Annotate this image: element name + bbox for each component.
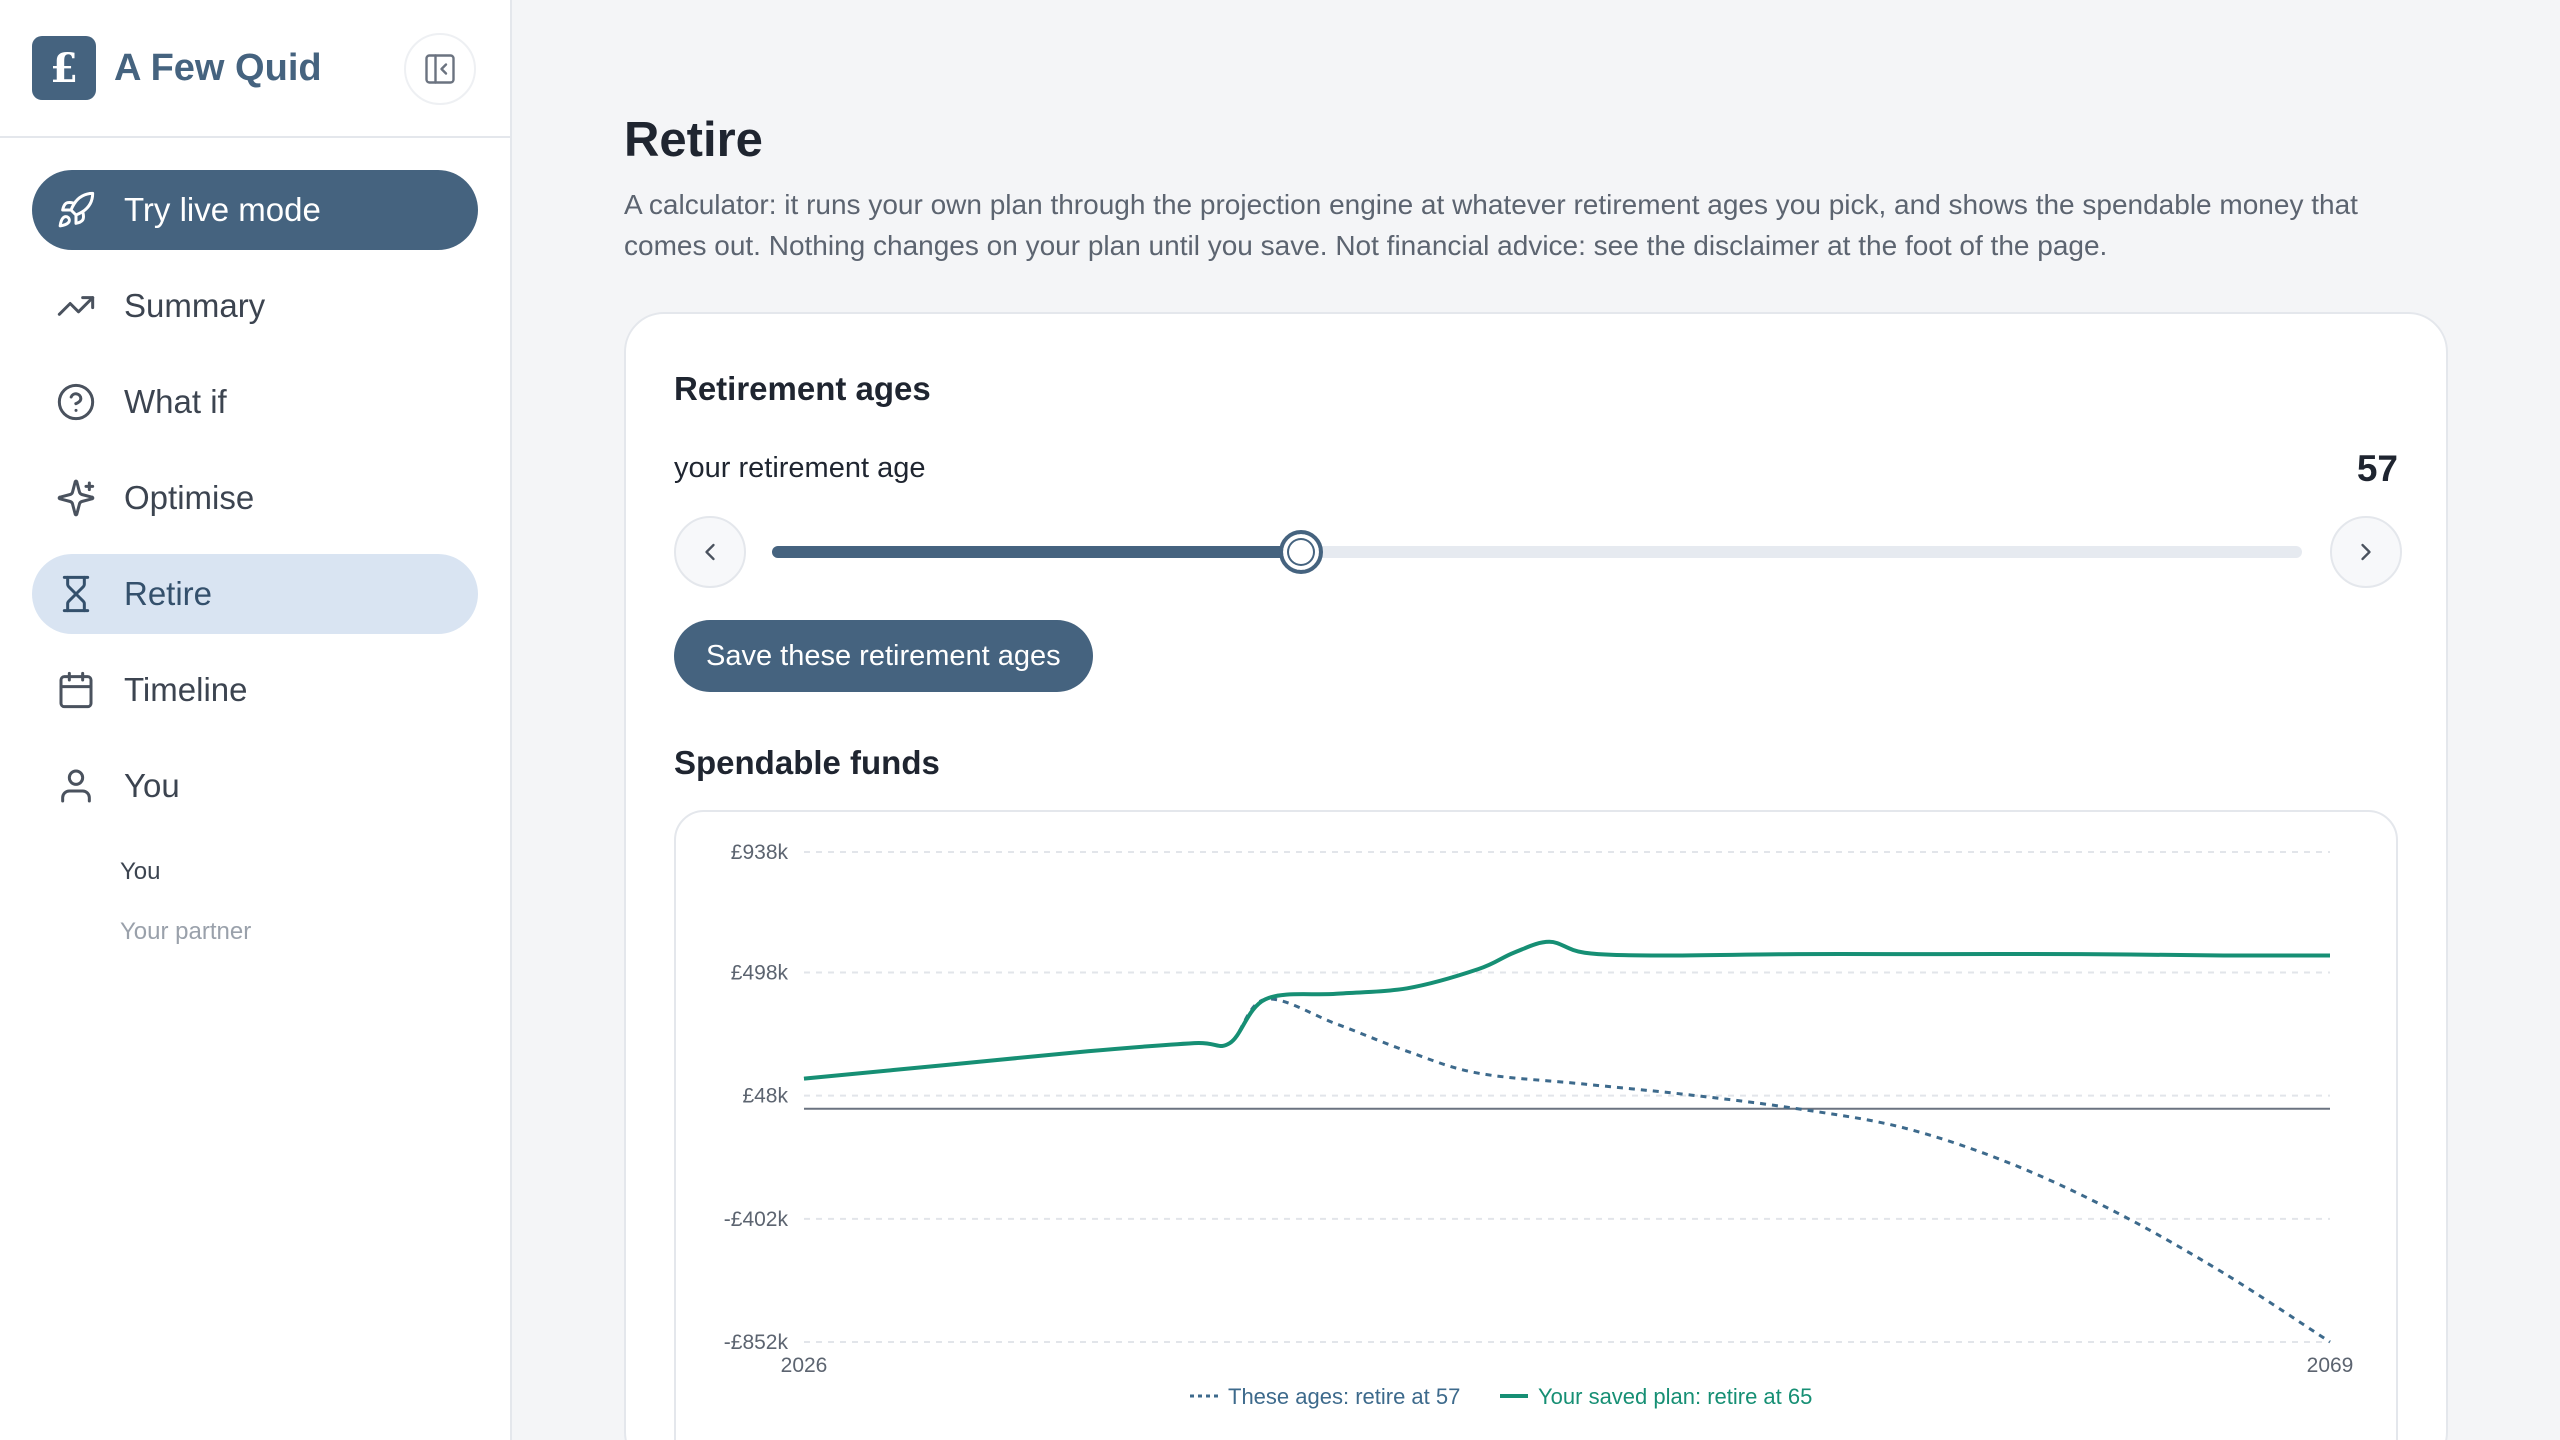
sidebar-collapse-icon xyxy=(425,54,455,84)
x-tick-label: 2069 xyxy=(2307,1354,2354,1377)
user-icon xyxy=(61,769,91,803)
legend-label-saved-plan: Your saved plan: retire at 65 xyxy=(1538,1384,1812,1409)
sidebar-item-you[interactable]: You xyxy=(32,746,478,826)
sidebar: £ A Few Quid Try live mode Summary xyxy=(0,0,512,1440)
slider-thumb[interactable] xyxy=(1279,530,1324,574)
retirement-age-slider[interactable] xyxy=(772,530,2302,574)
slider-fill xyxy=(772,546,1302,558)
try-live-mode-label: Try live mode xyxy=(124,191,321,228)
decrease-age-button[interactable] xyxy=(674,516,746,588)
retirement-age-value: 57 xyxy=(2356,448,2398,489)
retirement-age-label: your retirement age xyxy=(674,452,926,484)
spendable-funds-chart: £938k £498k £48k -£402k -£852k 2026 2069 These … xyxy=(674,810,2398,1440)
retirement-ages-heading: Retirement ages xyxy=(674,370,931,407)
sidebar-item-label: Summary xyxy=(124,287,266,324)
spendable-funds-heading: Spendable funds xyxy=(674,744,940,781)
page-description: A calculator: it runs your own plan thro… xyxy=(624,189,2358,261)
help-circle-icon xyxy=(57,383,95,421)
try-live-mode-button[interactable]: Try live mode xyxy=(32,170,478,250)
sidebar-item-label: Retire xyxy=(124,575,213,612)
y-tick-label: £48k xyxy=(742,1085,788,1108)
y-tick-label: -£402k xyxy=(724,1208,789,1231)
sidebar-item-timeline[interactable]: Timeline xyxy=(32,650,478,730)
sidebar-item-label: Optimise xyxy=(124,479,255,516)
chevron-right-icon xyxy=(2361,543,2371,561)
x-tick-label: 2026 xyxy=(781,1354,828,1377)
sidebar-item-label: You xyxy=(124,767,180,804)
brand-logo[interactable]: £ xyxy=(32,36,96,100)
sidebar-item-optimise[interactable]: Optimise xyxy=(32,458,478,538)
collapse-sidebar-button[interactable] xyxy=(404,33,476,105)
legend-label-these-ages: These ages: retire at 57 xyxy=(1228,1384,1460,1409)
sidebar-item-summary[interactable]: Summary xyxy=(32,266,478,346)
retire-card: Retirement ages your retirement age 57 S… xyxy=(624,312,2448,1440)
y-tick-label: £498k xyxy=(731,961,789,984)
sidebar-nav: Try live mode Summary What if Optimise xyxy=(0,138,510,962)
sidebar-item-what-if[interactable]: What if xyxy=(32,362,478,442)
y-tick-label: -£852k xyxy=(724,1331,789,1354)
page-title: Retire xyxy=(624,113,763,167)
sidebar-item-label: Timeline xyxy=(124,671,248,708)
increase-age-button[interactable] xyxy=(2330,516,2402,588)
calendar-icon xyxy=(59,671,93,709)
hourglass-icon xyxy=(62,575,90,613)
series-line-these-ages xyxy=(803,997,2331,1344)
chevron-left-icon xyxy=(705,543,715,561)
y-tick-label: £938k xyxy=(731,841,789,864)
brand-header: £ A Few Quid xyxy=(0,0,510,138)
series-line-saved-plan xyxy=(803,939,2331,1081)
sidebar-subitem-you[interactable]: You xyxy=(120,858,161,885)
sidebar-item-label: What if xyxy=(124,383,227,420)
sparkles-icon xyxy=(57,479,95,517)
sidebar-item-retire[interactable]: Retire xyxy=(32,554,478,634)
rocket-icon xyxy=(58,191,95,228)
brand-name[interactable]: A Few Quid xyxy=(114,46,322,89)
save-retirement-ages-button[interactable]: Save these retirement ages xyxy=(674,620,1093,692)
sidebar-subitem-your-partner[interactable]: Your partner xyxy=(120,918,252,945)
trending-up-icon xyxy=(57,296,95,316)
